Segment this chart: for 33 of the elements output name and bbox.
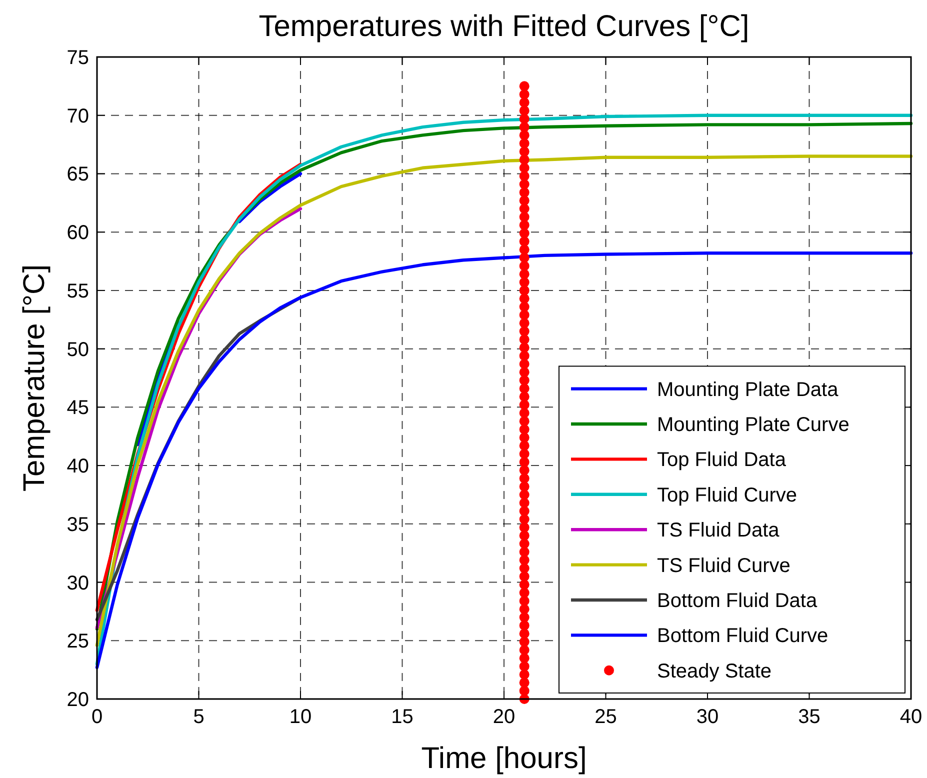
x-tick-label: 35 — [798, 706, 820, 728]
y-tick-label: 60 — [66, 222, 89, 244]
x-axis-title: Time [hours] — [421, 742, 587, 775]
y-tick-label: 75 — [66, 47, 89, 69]
x-tick-label: 15 — [391, 706, 414, 728]
y-tick-label: 45 — [66, 397, 89, 420]
x-tick-label: 40 — [900, 706, 922, 728]
y-tick-label: 55 — [66, 280, 89, 302]
x-tick-label: 30 — [696, 706, 719, 728]
x-tick-label: 20 — [492, 706, 516, 728]
x-tick-label: 25 — [594, 706, 617, 728]
y-tick-label: 70 — [66, 105, 89, 128]
y-tick-label: 65 — [66, 164, 89, 186]
legend-label: Steady State — [657, 660, 772, 682]
legend-label: TS Fluid Data — [657, 520, 780, 542]
y-tick-label: 40 — [66, 456, 89, 478]
y-tick-label: 50 — [66, 338, 89, 361]
x-tick-label: 0 — [91, 706, 103, 728]
y-axis-title: Temperature [°C] — [18, 264, 51, 492]
legend-label: Top Fluid Curve — [657, 484, 798, 506]
y-tick-label: 30 — [66, 572, 89, 594]
y-tick-label: 35 — [66, 514, 89, 536]
legend-label: TS Fluid Curve — [657, 554, 790, 577]
legend-label: Mounting Plate Data — [657, 378, 840, 401]
x-tick-label: 10 — [289, 706, 312, 728]
y-tick-label: 20 — [66, 689, 89, 711]
legend-label: Bottom Fluid Curve — [657, 625, 828, 648]
y-tick-label: 25 — [66, 630, 89, 653]
chart-title: Temperatures with Fitted Curves [°C] — [258, 10, 750, 43]
legend-label: Bottom Fluid Data — [657, 590, 818, 612]
legend-label: Top Fluid Data — [657, 449, 787, 472]
x-tick-label: 5 — [193, 706, 204, 728]
legend-label: Mounting Plate Curve — [657, 414, 850, 436]
